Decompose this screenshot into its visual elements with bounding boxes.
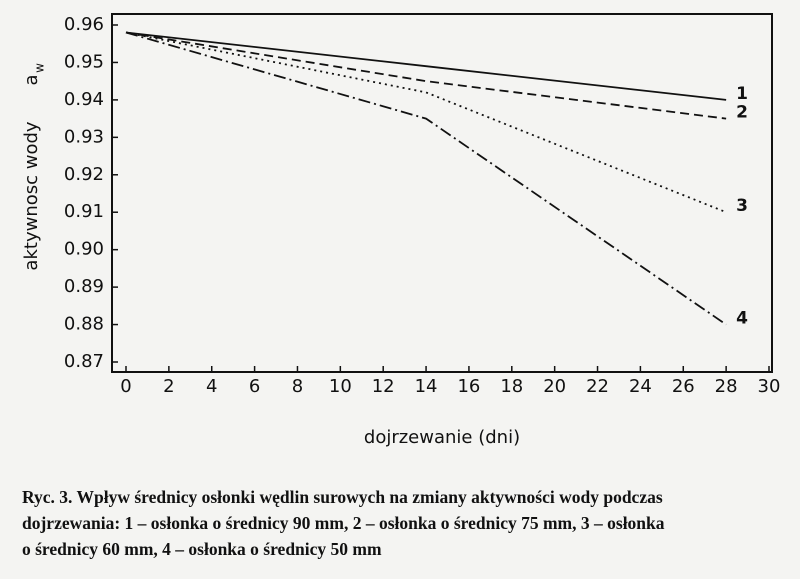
series-label: 3 [736, 196, 748, 216]
plot-frame [111, 13, 773, 373]
y-axis-subscript: w [33, 63, 47, 73]
y-axis-label: aktywnosc wody [21, 121, 42, 270]
y-tick-label: 0.95 [64, 51, 104, 72]
series-label: 1 [736, 84, 748, 104]
caption-line: dojrzewania: 1 – osłonka o średnicy 90 m… [22, 513, 665, 533]
y-axis-symbol: a [21, 74, 42, 85]
y-tick-label: 0.92 [64, 164, 104, 185]
x-tick-label: 26 [672, 376, 695, 397]
series-line [125, 31, 727, 120]
x-tick-label: 4 [206, 376, 217, 397]
x-tick-label: 24 [629, 376, 652, 397]
series-label: 4 [736, 309, 748, 329]
y-tick-label: 0.90 [64, 239, 104, 260]
y-tick-label: 0.88 [64, 314, 104, 335]
x-tick-label: 14 [415, 376, 438, 397]
x-tick-label: 30 [758, 376, 781, 397]
x-tick-label: 22 [586, 376, 609, 397]
caption-line: o średnicy 60 mm, 4 – osłonka o średnicy… [22, 539, 382, 559]
x-tick-label: 6 [249, 376, 260, 397]
x-axis-label: dojrzewanie (dni) [364, 427, 520, 448]
x-tick-label: 12 [372, 376, 395, 397]
y-tick-label: 0.94 [64, 89, 104, 110]
x-tick-label: 8 [292, 376, 303, 397]
y-tick-label: 0.89 [64, 276, 104, 297]
series-line [125, 31, 727, 326]
x-tick-label: 18 [500, 376, 523, 397]
series-line [125, 31, 727, 214]
x-tick-label: 20 [543, 376, 566, 397]
y-tick-label: 0.96 [64, 14, 104, 35]
series-label: 2 [736, 103, 748, 123]
x-tick-label: 0 [120, 376, 131, 397]
x-tick-label: 28 [715, 376, 738, 397]
y-tick-label: 0.87 [64, 351, 104, 372]
caption-line: Ryc. 3. Wpływ średnicy osłonki wędlin su… [22, 487, 663, 507]
y-tick-label: 0.91 [64, 201, 104, 222]
y-tick-label: 0.93 [64, 126, 104, 147]
x-tick-label: 2 [163, 376, 174, 397]
series-line [125, 31, 727, 101]
x-tick-label: 10 [329, 376, 352, 397]
x-tick-label: 16 [457, 376, 480, 397]
